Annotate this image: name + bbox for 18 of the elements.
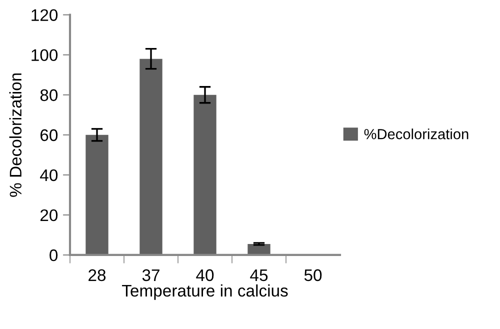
y-tick-label: 60 <box>40 129 58 142</box>
y-tick-label: 20 <box>40 209 58 222</box>
legend-label: %Decolorization <box>364 128 468 140</box>
bar <box>194 94 216 255</box>
y-tick-label: 40 <box>40 169 58 182</box>
x-tick-label: 40 <box>196 269 214 282</box>
y-tick-label: 120 <box>32 9 58 22</box>
x-tick-label: 50 <box>304 269 322 282</box>
x-axis-title: Temperature in calcius <box>122 284 288 300</box>
y-tick-label: 80 <box>40 89 58 102</box>
x-tick-label: 45 <box>250 269 268 282</box>
x-tick-label: 28 <box>88 269 106 282</box>
y-tick-label: 0 <box>50 249 58 262</box>
y-tick-label: 100 <box>32 49 58 62</box>
y-axis-title: % Decolorization <box>9 73 22 197</box>
bar <box>86 134 108 255</box>
bar <box>140 58 162 255</box>
x-tick-label: 37 <box>142 269 160 282</box>
